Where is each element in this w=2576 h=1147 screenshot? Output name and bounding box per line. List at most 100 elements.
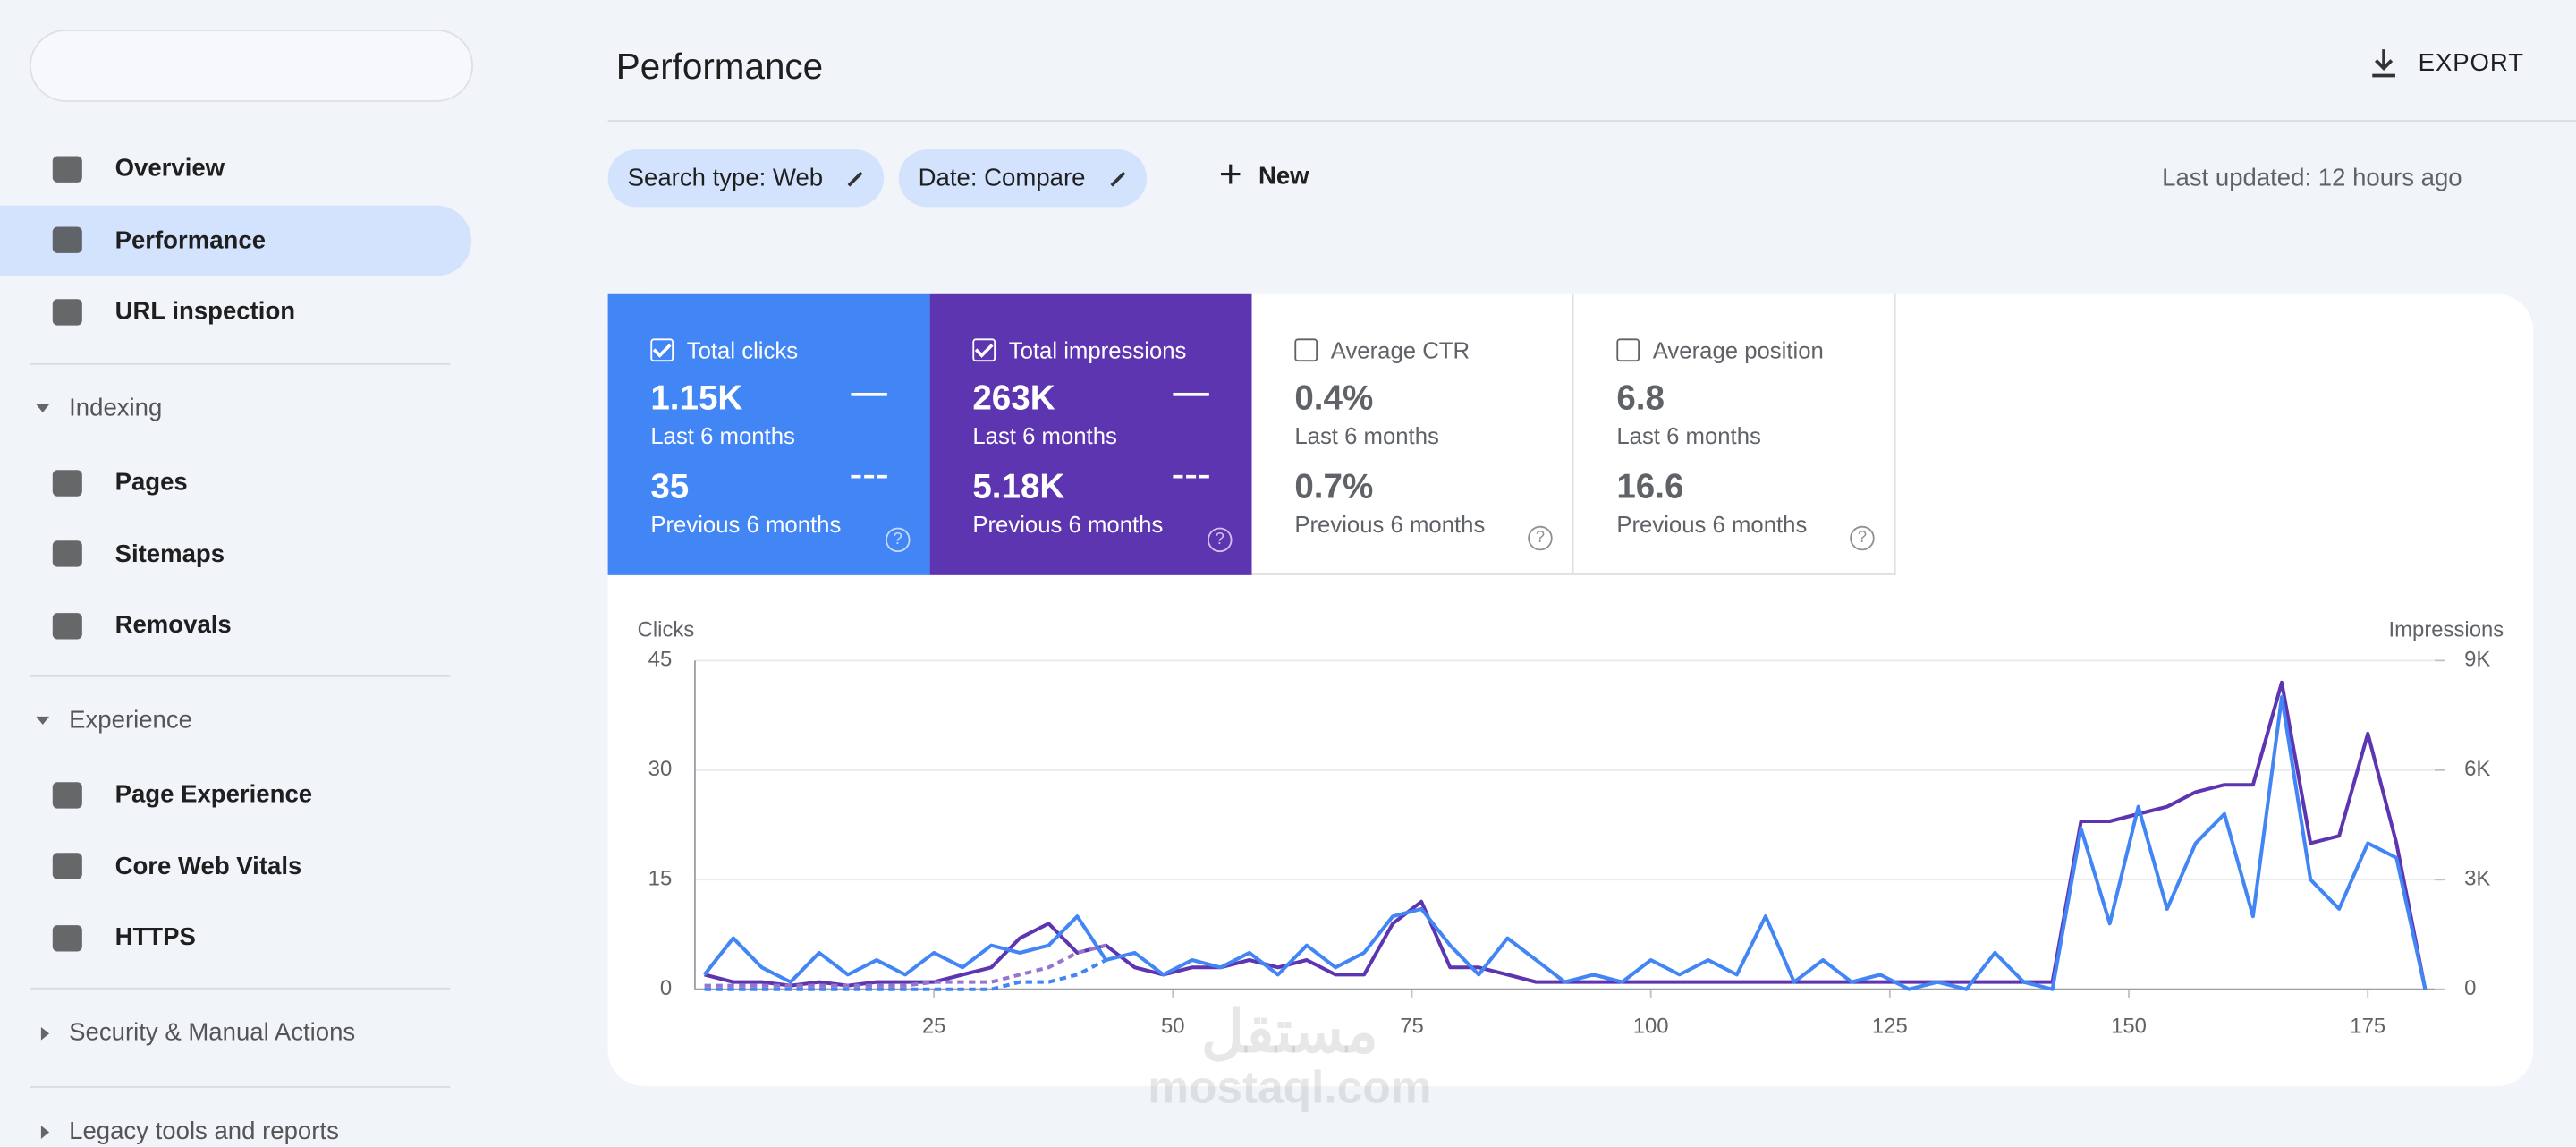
legend-dashed: [851, 474, 887, 479]
separator: [30, 675, 451, 677]
nav-item[interactable]: Removals: [0, 590, 471, 660]
nav-label: Core Web Vitals: [114, 852, 302, 880]
x-tick-label: 25: [922, 1014, 946, 1038]
check: [974, 338, 994, 358]
metric-period: Last 6 months: [1616, 422, 1761, 449]
page-title: Performance: [615, 46, 824, 88]
metric-value: 263K: [972, 379, 1055, 418]
series-line: [704, 680, 2428, 990]
edit-icon: [847, 170, 863, 186]
chart: Clicks Impressions 0 15 30 45 0 3K 6K 9K 25 50 75 100…: [638, 618, 2504, 1039]
y-tick-label: 30: [648, 757, 673, 781]
metric-prev-value: 5.18K: [972, 468, 1065, 506]
metric-card[interactable]: Average CTR 0.4% Last 6 months 0.7% Previous…: [1251, 293, 1574, 575]
x-tick-label: 100: [1633, 1014, 1669, 1038]
chip-label: Date: Compare: [918, 164, 1086, 192]
nav-icon: [52, 781, 82, 808]
section-header[interactable]: Security & Manual Actions: [36, 1019, 355, 1047]
nav-item[interactable]: Page Experience: [0, 760, 471, 830]
help-icon[interactable]: ?: [1850, 525, 1875, 551]
metric-prev-period: Previous 6 months: [1616, 511, 1808, 538]
caret: [36, 716, 50, 725]
x-tick-label: 125: [1872, 1014, 1908, 1038]
section-title: Indexing: [69, 394, 163, 423]
nav-icon: [52, 853, 82, 879]
metric-label-row: Average CTR: [1294, 337, 1572, 363]
y2-tick-label: 6K: [2464, 757, 2490, 781]
checkbox[interactable]: [972, 338, 996, 362]
help-icon[interactable]: ?: [1207, 527, 1233, 553]
metric-label: Average position: [1652, 336, 1824, 363]
y2-tick-label: 9K: [2464, 648, 2490, 672]
nav-label: Removals: [114, 611, 232, 640]
help-icon[interactable]: ?: [1528, 525, 1553, 551]
y-tick-label: 45: [648, 648, 673, 672]
y2-tick-label: 0: [2464, 976, 2476, 1000]
y-tick-label: 15: [648, 867, 673, 891]
new-label: New: [1258, 161, 1309, 191]
nav-item[interactable]: Sitemaps: [0, 518, 471, 589]
metric-prev-value: 35: [650, 468, 690, 506]
section-header[interactable]: Legacy tools and reports: [36, 1117, 339, 1145]
header-divider: [607, 120, 2576, 122]
nav-item[interactable]: Performance: [0, 204, 472, 276]
metric-card[interactable]: Total clicks 1.15K Last 6 months 35 Previous…: [607, 293, 930, 575]
y-tick-label: 0: [660, 976, 672, 1000]
nav-item[interactable]: Overview: [0, 133, 471, 204]
x-tick-label: 50: [1161, 1014, 1185, 1038]
nav-item[interactable]: HTTPS: [0, 902, 471, 973]
chip-label: Search type: Web: [627, 164, 824, 192]
edit-icon: [1109, 170, 1125, 186]
check: [652, 338, 672, 358]
metric-label: Total impressions: [1008, 336, 1187, 363]
filter-chip[interactable]: Date: Compare: [898, 149, 1147, 208]
metric-value: 0.4%: [1294, 379, 1374, 418]
x-tick-label: 75: [1400, 1014, 1424, 1038]
checkbox[interactable]: [650, 338, 674, 362]
metric-label-row: Average position: [1616, 337, 1894, 363]
section-title: Experience: [69, 706, 192, 735]
new-filter[interactable]: + New: [1218, 152, 1309, 198]
nav-label: Page Experience: [114, 780, 313, 809]
nav-label: Performance: [114, 225, 267, 254]
metric-label-row: Total impressions: [972, 337, 1251, 363]
help-icon[interactable]: ?: [885, 527, 911, 553]
export-label: EXPORT: [2418, 48, 2524, 77]
caret: [40, 1125, 50, 1138]
nav-label: HTTPS: [114, 923, 196, 952]
nav-item[interactable]: Pages: [0, 447, 471, 518]
nav-label: Pages: [114, 468, 188, 497]
checkbox[interactable]: [1294, 338, 1318, 362]
export-button[interactable]: EXPORT: [2366, 45, 2524, 81]
nav-label: Overview: [114, 154, 225, 183]
nav-icon: [52, 298, 82, 325]
legend-solid: [851, 392, 887, 396]
metric-card[interactable]: Total impressions 263K Last 6 months 5.18K P…: [929, 293, 1252, 575]
section-header[interactable]: Indexing: [36, 395, 162, 422]
metric-period: Last 6 months: [1294, 422, 1439, 449]
y2-axis-title: Impressions: [2389, 618, 2504, 642]
metric-label: Average CTR: [1330, 336, 1470, 363]
watermark-arabic: مستقل: [1200, 997, 1378, 1066]
caret: [36, 404, 50, 413]
separator: [30, 1086, 451, 1088]
property-selector[interactable]: [30, 30, 473, 102]
nav-icon: [52, 469, 82, 496]
metric-prev-value: 16.6: [1616, 468, 1684, 506]
filter-chip[interactable]: Search type: Web: [607, 149, 885, 208]
nav-item[interactable]: URL inspection: [0, 276, 471, 347]
nav-icon: [52, 540, 82, 567]
metric-prev-period: Previous 6 months: [972, 511, 1164, 538]
checkbox[interactable]: [1616, 338, 1640, 362]
x-tick-label: 175: [2350, 1014, 2385, 1038]
metric-label-row: Total clicks: [650, 337, 929, 363]
watermark: مستقل mostaql.com: [1133, 997, 1445, 1114]
metric-label: Total clicks: [686, 336, 799, 363]
nav-label: URL inspection: [114, 297, 296, 326]
x-tick-label: 150: [2111, 1014, 2147, 1038]
metric-card[interactable]: Average position 6.8 Last 6 months 16.6 Prev…: [1573, 293, 1896, 575]
nav-item[interactable]: Core Web Vitals: [0, 830, 471, 901]
section-header[interactable]: Experience: [36, 707, 192, 735]
